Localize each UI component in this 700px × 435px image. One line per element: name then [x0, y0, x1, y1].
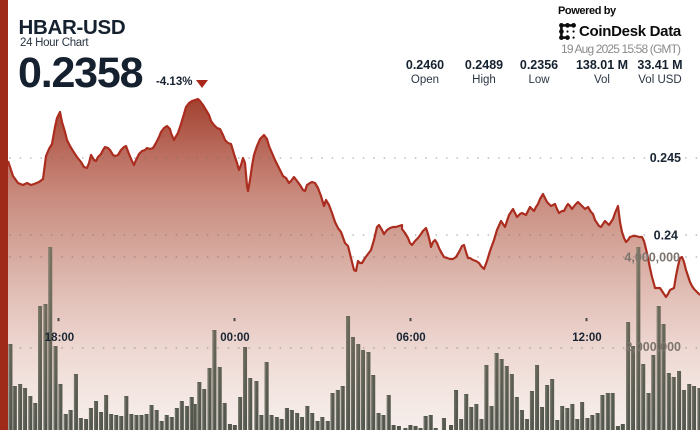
svg-text:0.245: 0.245 — [650, 151, 681, 165]
svg-text:18:00: 18:00 — [45, 332, 74, 344]
svg-text:12:00: 12:00 — [572, 332, 601, 344]
svg-text:2,000,000: 2,000,000 — [625, 340, 681, 354]
svg-text:00:00: 00:00 — [220, 332, 249, 344]
svg-text:06:00: 06:00 — [396, 332, 425, 344]
svg-text:4,000,000: 4,000,000 — [624, 251, 680, 265]
svg-text:0.24: 0.24 — [654, 229, 678, 243]
